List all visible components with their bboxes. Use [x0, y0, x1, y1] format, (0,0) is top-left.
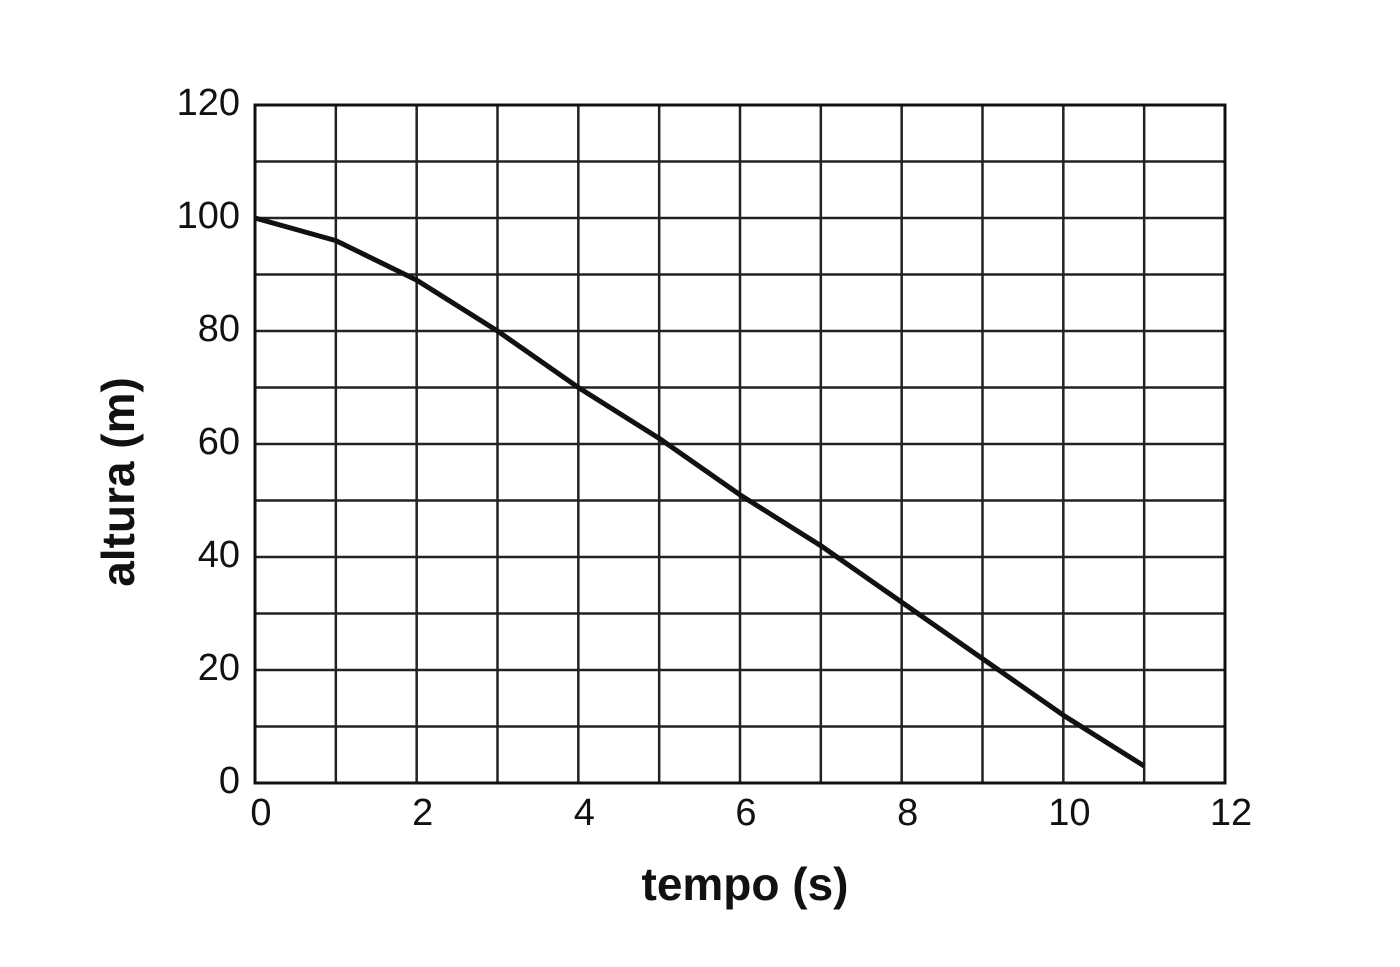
x-tick-label: 10 [1048, 792, 1090, 834]
y-tick-label: 100 [177, 195, 240, 237]
y-tick-label: 80 [198, 308, 240, 350]
y-tick-label: 20 [198, 647, 240, 689]
x-tick-label: 4 [574, 792, 595, 834]
data-line [254, 215, 1146, 769]
y-tick-label: 40 [198, 534, 240, 576]
plot-frame [253, 103, 1227, 785]
x-tick-label: 6 [735, 792, 756, 834]
x-tick-label: 12 [1210, 792, 1252, 834]
y-tick-label: 120 [177, 82, 240, 124]
x-axis-title: tempo (s) [642, 858, 849, 910]
y-axis-title: altura (m) [92, 377, 144, 587]
y-tick-label: 0 [219, 760, 240, 802]
x-tick-label: 8 [897, 792, 918, 834]
y-tick-label: 60 [198, 421, 240, 463]
x-tick-label: 2 [412, 792, 433, 834]
x-tick-label: 0 [250, 792, 271, 834]
